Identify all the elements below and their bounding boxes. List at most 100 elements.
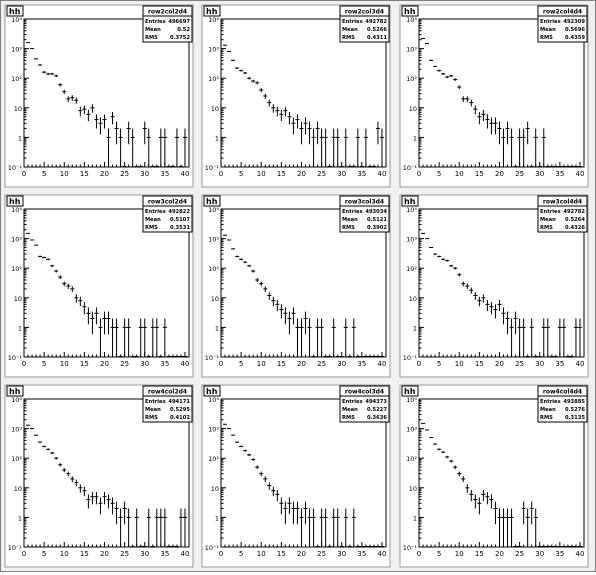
y-tick-label: 10⁴ xyxy=(11,16,22,24)
plot-frame xyxy=(23,18,190,168)
y-tick-label: 1 xyxy=(413,134,417,142)
x-tick-label: 35 xyxy=(555,550,564,558)
y-tick-label: 10⁻¹ xyxy=(205,354,220,362)
x-tick-label: 15 xyxy=(80,360,89,368)
x-tick-label: 0 xyxy=(219,170,223,178)
stats-box xyxy=(142,5,193,43)
x-tick-label: 5 xyxy=(239,360,243,368)
pad-title: hh xyxy=(9,197,21,206)
stats-rms-value: 0.4359 xyxy=(565,35,585,41)
y-tick-label: 10² xyxy=(11,75,22,83)
y-tick-label: 10 xyxy=(409,105,417,113)
x-tick-label: 40 xyxy=(378,550,387,558)
stats-box xyxy=(537,195,588,233)
pad-title-box xyxy=(401,385,419,397)
plot-frame xyxy=(220,18,387,168)
stats-mean-label: Mean xyxy=(540,27,556,33)
stats-box xyxy=(339,5,390,43)
x-tick-label: 5 xyxy=(42,360,46,368)
x-tick-label: 0 xyxy=(219,360,223,368)
y-tick-label: 10⁻¹ xyxy=(205,544,220,552)
x-tick-label: 5 xyxy=(239,550,243,558)
stats-mean-label: Mean xyxy=(145,407,161,413)
stats-histogram-name: row4col3d4 xyxy=(345,389,384,396)
pad-title-box xyxy=(6,195,24,207)
stats-rms-value: 0.3752 xyxy=(170,35,190,41)
y-tick-label: 10⁴ xyxy=(406,16,417,24)
stats-rms-label: RMS xyxy=(145,415,158,421)
pad-title-box xyxy=(6,385,24,397)
x-tick-label: 0 xyxy=(417,170,421,178)
y-tick-label: 10⁻¹ xyxy=(8,354,23,362)
stats-entries-label: Entries xyxy=(342,399,363,405)
y-tick-label: 1 xyxy=(215,324,219,332)
y-tick-label: 10⁻¹ xyxy=(8,164,23,172)
stats-rms-label: RMS xyxy=(540,225,553,231)
stats-entries-label: Entries xyxy=(540,19,561,25)
x-tick-label: 30 xyxy=(535,170,544,178)
x-tick-label: 15 xyxy=(277,550,286,558)
plot-frame xyxy=(418,18,585,168)
x-tick-label: 0 xyxy=(417,550,421,558)
x-tick-label: 35 xyxy=(160,360,169,368)
x-tick-label: 40 xyxy=(378,360,387,368)
pad-title-box xyxy=(203,385,221,397)
pad-title-box xyxy=(6,5,24,17)
stats-entries-label: Entries xyxy=(145,19,166,25)
x-tick-label: 25 xyxy=(120,360,129,368)
x-tick-label: 10 xyxy=(257,550,266,558)
x-tick-label: 10 xyxy=(257,170,266,178)
x-tick-label: 25 xyxy=(317,550,326,558)
y-tick-label: 10⁴ xyxy=(406,396,417,404)
x-tick-label: 20 xyxy=(495,360,504,368)
x-tick-label: 20 xyxy=(495,550,504,558)
y-tick-label: 10² xyxy=(208,75,219,83)
stats-entries-value: 492782 xyxy=(365,19,387,25)
stats-entries-value: 494373 xyxy=(365,399,387,405)
pad-title-box xyxy=(401,195,419,207)
x-tick-label: 35 xyxy=(555,170,564,178)
y-tick-label: 10⁻¹ xyxy=(403,544,418,552)
stats-mean-value: 0.5227 xyxy=(367,407,387,413)
y-tick-label: 10³ xyxy=(406,236,417,244)
stats-entries-value: 496697 xyxy=(168,19,190,25)
x-tick-label: 20 xyxy=(297,170,306,178)
x-tick-label: 10 xyxy=(60,550,69,558)
x-tick-label: 15 xyxy=(475,360,484,368)
stats-mean-value: 0.5276 xyxy=(565,407,585,413)
pad-title: hh xyxy=(206,7,218,16)
pad-title: hh xyxy=(404,197,416,206)
y-tick-label: 10⁻¹ xyxy=(8,544,23,552)
x-tick-label: 20 xyxy=(495,170,504,178)
plot-frame xyxy=(23,208,190,358)
x-tick-label: 25 xyxy=(515,170,524,178)
x-tick-label: 35 xyxy=(160,550,169,558)
stats-box xyxy=(142,385,193,423)
x-tick-label: 25 xyxy=(515,360,524,368)
x-tick-label: 20 xyxy=(100,360,109,368)
y-tick-label: 10² xyxy=(406,455,417,463)
stats-entries-label: Entries xyxy=(342,19,363,25)
pad-title: hh xyxy=(404,7,416,16)
x-tick-label: 15 xyxy=(475,170,484,178)
stats-histogram-name: row4col4d4 xyxy=(543,389,582,396)
x-tick-label: 20 xyxy=(100,170,109,178)
y-tick-label: 10⁴ xyxy=(208,206,219,214)
x-tick-label: 20 xyxy=(297,360,306,368)
stats-entries-label: Entries xyxy=(342,209,363,215)
stats-mean-label: Mean xyxy=(342,217,358,223)
x-tick-label: 40 xyxy=(181,550,190,558)
stats-rms-value: 0.3531 xyxy=(170,225,190,231)
stats-rms-label: RMS xyxy=(342,225,355,231)
y-tick-label: 1 xyxy=(215,134,219,142)
plot-frame xyxy=(418,398,585,548)
y-tick-label: 10⁻¹ xyxy=(403,164,418,172)
stats-histogram-name: row4col2d4 xyxy=(148,389,187,396)
